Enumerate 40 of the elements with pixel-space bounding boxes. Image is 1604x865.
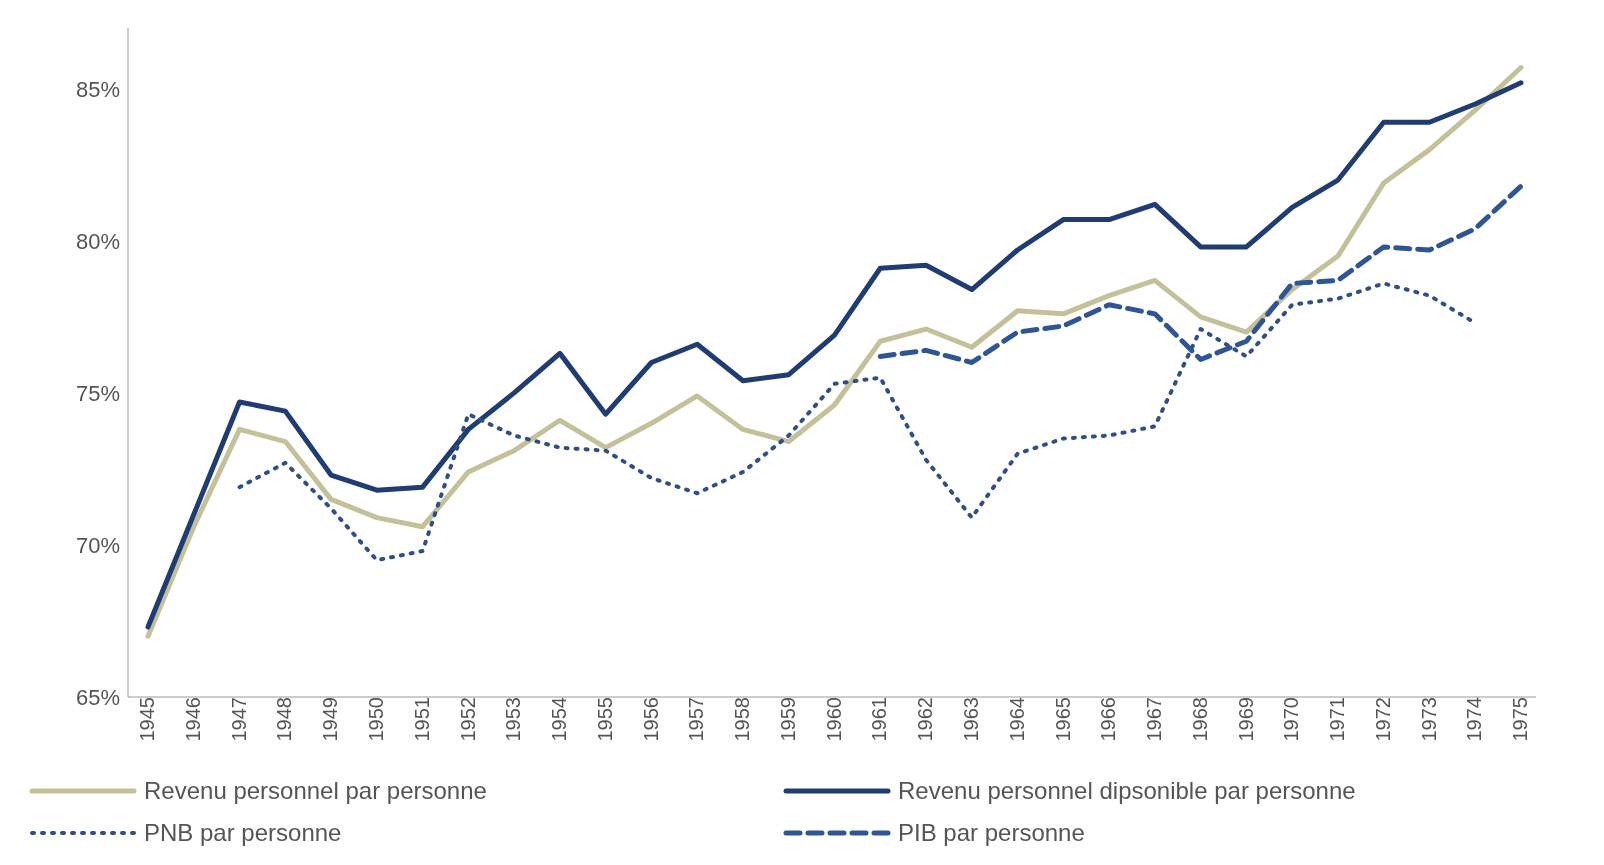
x-tick-label: 1962 [914,697,937,742]
x-tick-label: 1955 [593,697,616,742]
x-tick-label: 1968 [1188,697,1211,742]
x-tick-label: 1945 [136,697,159,742]
y-tick-label: 85% [75,76,120,102]
x-tick-label: 1973 [1417,697,1440,742]
legend-label: Revenu personnel dipsonible par personne [898,777,1356,805]
x-tick-label: 1956 [639,697,662,742]
x-tick-label: 1953 [502,697,525,742]
x-tick-label: 1952 [456,697,479,742]
x-tick-label: 1969 [1234,697,1257,742]
legend-label: PIB par personne [898,819,1085,847]
x-tick-label: 1958 [731,697,754,742]
y-tick-label: 70% [75,532,120,558]
x-tick-label: 1967 [1143,697,1166,742]
x-tick-label: 1971 [1326,697,1349,742]
x-tick-label: 1963 [960,697,982,742]
x-tick-label: 1965 [1051,697,1074,742]
x-tick-label: 1961 [868,697,891,742]
x-tick-label: 1947 [227,697,250,742]
x-tick-label: 1960 [822,697,845,742]
x-tick-label: 1954 [548,697,571,742]
x-tick-label: 1949 [319,697,342,742]
x-tick-label: 1975 [1509,697,1532,742]
y-tick-label: 80% [75,228,120,254]
x-tick-label: 1951 [410,697,433,742]
x-tick-label: 1950 [365,697,388,742]
x-tick-label: 1946 [181,697,204,742]
x-tick-label: 1972 [1371,697,1394,742]
x-tick-label: 1948 [273,697,296,742]
legend-label: PNB par personne [144,819,342,847]
x-tick-label: 1959 [776,697,799,742]
x-tick-label: 1966 [1097,697,1120,742]
y-tick-label: 75% [75,380,120,406]
x-tick-label: 1970 [1280,697,1303,742]
legend-label: Revenu personnel par personne [144,777,487,805]
y-tick-label: 65% [75,684,120,710]
x-tick-label: 1957 [685,697,708,742]
x-tick-label: 1964 [1005,697,1028,742]
x-tick-label: 1974 [1463,697,1486,742]
